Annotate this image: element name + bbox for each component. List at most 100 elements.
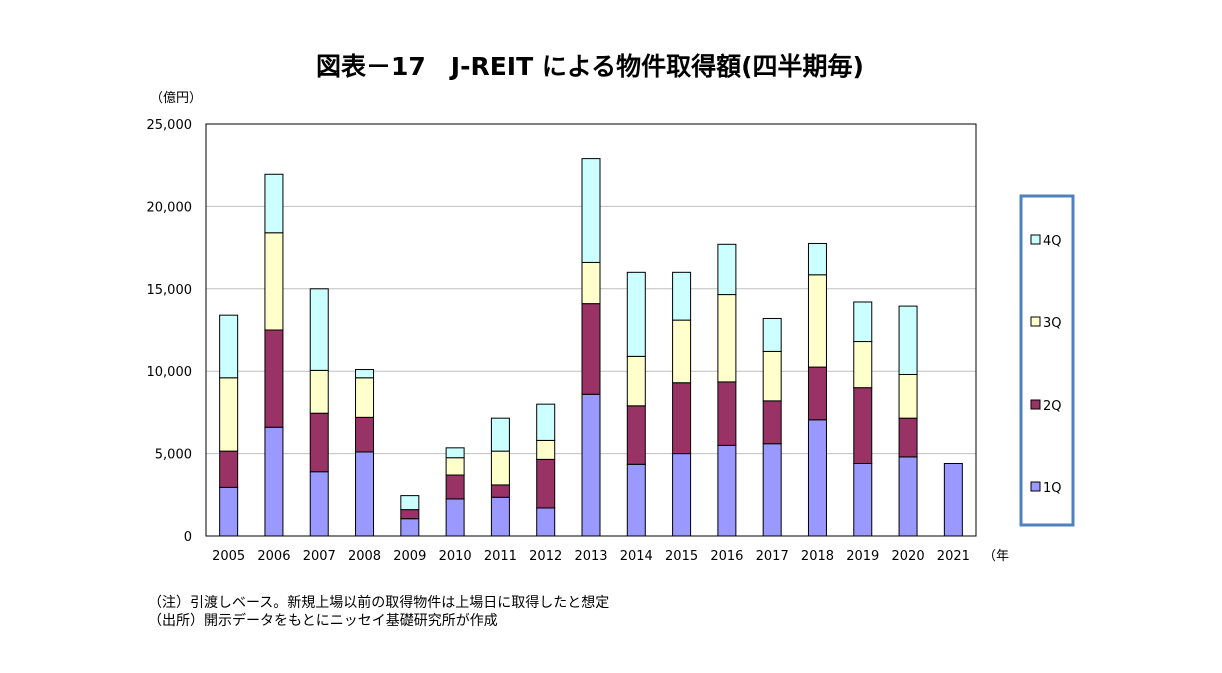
bar-segment-1q xyxy=(219,486,239,537)
bar-segment-1q xyxy=(853,462,873,537)
bar-segment-2q xyxy=(807,366,827,421)
x-axis-unit-label: （年 xyxy=(983,549,1009,564)
bar-segment-2q xyxy=(898,417,918,458)
legend-label-2q: 2Q xyxy=(1043,399,1062,414)
bar-segment-3q xyxy=(853,341,873,389)
x-tick-label: 2016 xyxy=(710,549,743,564)
bar-segment-1q xyxy=(355,451,375,537)
x-tick-label: 2014 xyxy=(620,549,653,564)
bar-segment-1q xyxy=(581,393,601,537)
bar-segment-1q xyxy=(943,462,963,537)
bar-segment-2q xyxy=(400,509,420,520)
bar-segment-4q xyxy=(717,243,737,296)
x-tick-label: 2006 xyxy=(257,549,290,564)
bar-segment-1q xyxy=(762,443,782,537)
y-tick-label: 25,000 xyxy=(147,118,193,133)
x-tick-label: 2011 xyxy=(484,549,517,564)
bar-segment-4q xyxy=(898,305,918,375)
bar-segment-4q xyxy=(219,314,239,379)
y-axis-unit-label: （億円） xyxy=(150,90,202,106)
x-tick-label: 2013 xyxy=(574,549,607,564)
x-tick-label: 2018 xyxy=(801,549,834,564)
x-tick-label: 2015 xyxy=(665,549,698,564)
legend-swatch-4q xyxy=(1030,234,1041,245)
y-tick-label: 20,000 xyxy=(147,200,193,215)
bar-segment-2q xyxy=(762,400,782,445)
legend-label-3q: 3Q xyxy=(1043,316,1062,331)
bar-segment-4q xyxy=(853,301,873,343)
x-tick-label: 2005 xyxy=(212,549,245,564)
plot-area-frame xyxy=(205,123,977,537)
x-tick-label: 2021 xyxy=(937,549,970,564)
bar-segment-1q xyxy=(536,507,556,537)
bar-segment-1q xyxy=(445,498,465,537)
bar-segment-3q xyxy=(762,350,782,402)
bar-segment-3q xyxy=(717,294,737,383)
bar-segment-4q xyxy=(400,495,420,511)
legend: 4Q 3Q 2Q 1Q xyxy=(1030,234,1062,496)
bar-segment-2q xyxy=(219,450,239,488)
bar-segment-4q xyxy=(626,271,646,357)
bar-segment-1q xyxy=(400,518,420,537)
bar-segment-3q xyxy=(807,274,827,368)
bar-segment-4q xyxy=(490,417,510,452)
bar-segment-1q xyxy=(672,453,692,537)
bar-segment-2q xyxy=(355,416,375,453)
bar-segment-3q xyxy=(219,377,239,452)
legend-label-1q: 1Q xyxy=(1043,481,1062,496)
bar-segment-2q xyxy=(717,381,737,446)
stacked-bar-chart: 図表－17 J-REIT による物件取得額(四半期毎) （億円） 0 5,000 1… xyxy=(147,52,1075,564)
bar-segment-4q xyxy=(309,288,329,371)
bar-segment-2q xyxy=(490,484,510,498)
y-tick-label: 0 xyxy=(184,530,192,545)
note-text: （注）引渡しベース。新規上場以前の取得物件は上場日に取得したと想定 xyxy=(148,595,610,611)
bar-segment-4q xyxy=(355,369,375,379)
chart-title: 図表－17 J-REIT による物件取得額(四半期毎) xyxy=(316,52,864,81)
y-tick-label: 5,000 xyxy=(155,448,192,463)
bar-segment-3q xyxy=(309,369,329,414)
bar-segment-3q xyxy=(672,319,692,384)
bar-segment-2q xyxy=(581,303,601,395)
bar-segment-4q xyxy=(264,173,284,234)
y-tick-label: 15,000 xyxy=(147,283,193,298)
bar-segment-4q xyxy=(445,447,465,459)
bar-segment-1q xyxy=(898,456,918,537)
bar-segment-3q xyxy=(264,232,284,331)
bar-segment-2q xyxy=(853,387,873,464)
y-tick-label: 10,000 xyxy=(147,365,193,380)
bar-segment-3q xyxy=(536,439,556,460)
bar-segment-2q xyxy=(626,405,646,465)
bar-segment-4q xyxy=(807,242,827,276)
x-tick-label: 2012 xyxy=(529,549,562,564)
bars xyxy=(219,158,963,537)
x-tick-label: 2009 xyxy=(393,549,426,564)
x-tick-label: 2019 xyxy=(846,549,879,564)
bar-segment-3q xyxy=(490,450,510,486)
x-tick-label: 2008 xyxy=(348,549,381,564)
bar-segment-4q xyxy=(581,158,601,263)
bar-segment-3q xyxy=(445,457,465,476)
legend-label-4q: 4Q xyxy=(1043,234,1062,249)
legend-swatch-2q xyxy=(1030,399,1041,410)
bar-segment-2q xyxy=(309,412,329,473)
bar-segment-4q xyxy=(672,271,692,321)
bar-segment-2q xyxy=(672,382,692,455)
bar-segment-1q xyxy=(807,419,827,537)
x-tick-label: 2020 xyxy=(892,549,925,564)
bar-segment-1q xyxy=(626,463,646,537)
bar-segment-1q xyxy=(717,444,737,537)
bar-segment-3q xyxy=(355,377,375,418)
bar-segment-1q xyxy=(264,426,284,537)
bar-segment-3q xyxy=(626,355,646,407)
bar-segment-2q xyxy=(445,474,465,500)
bar-segment-4q xyxy=(762,317,782,352)
bar-segment-1q xyxy=(309,471,329,537)
y-axis-ticks: 0 5,000 10,000 15,000 20,000 25,000 xyxy=(147,118,193,545)
x-tick-label: 2010 xyxy=(439,549,472,564)
source-text: （出所）開示データをもとにニッセイ基礎研究所が作成 xyxy=(148,613,498,629)
bar-segment-1q xyxy=(490,496,510,537)
x-tick-label: 2007 xyxy=(303,549,336,564)
x-axis-ticks: 2005 2006 2007 2008 2009 2010 2011 2012 2013 2014… xyxy=(212,549,970,564)
legend-box xyxy=(1019,194,1075,527)
legend-swatch-1q xyxy=(1030,481,1041,492)
